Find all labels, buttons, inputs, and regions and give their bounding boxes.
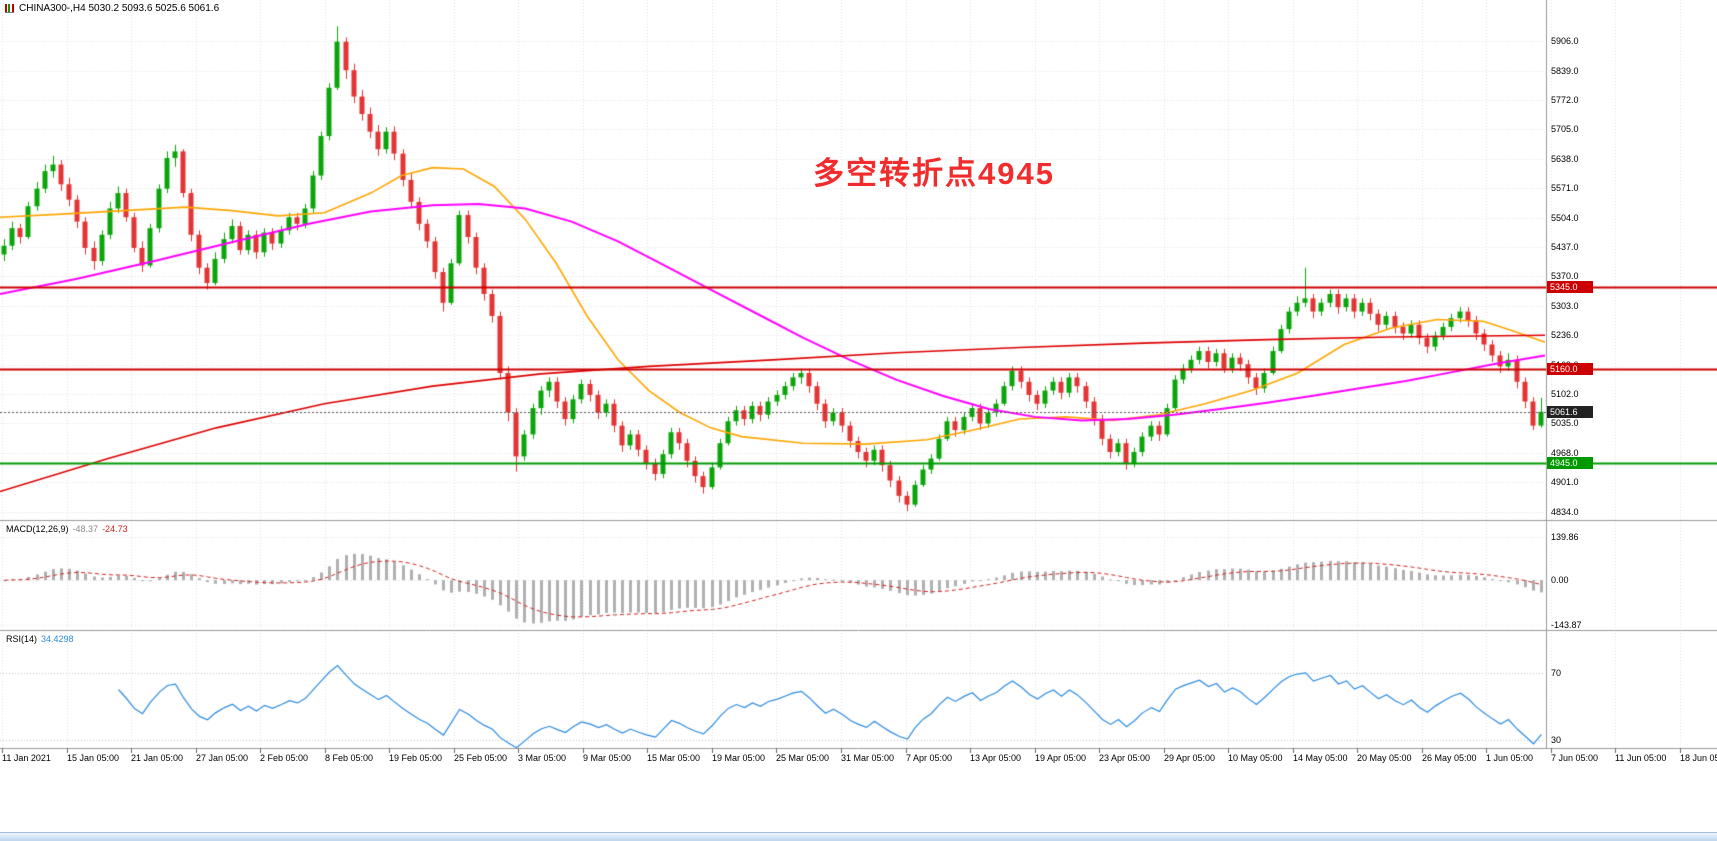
time-label: 19 Apr 05:00 [1035, 753, 1087, 763]
time-label: 7 Jun 05:00 [1551, 753, 1599, 763]
rsi-value: 34.4298 [41, 634, 74, 644]
price-tick-label: 5772.0 [1551, 95, 1579, 105]
price-tick-label: 5437.0 [1551, 242, 1579, 252]
macd-tick-label: 0.00 [1551, 575, 1569, 585]
hline-price-badge: 5160.0 [1547, 363, 1593, 375]
time-label: 19 Feb 05:00 [389, 753, 443, 763]
trend-annotation: 多空转折点4945 [813, 156, 1055, 191]
time-label: 9 Mar 05:00 [583, 753, 632, 763]
time-label: 11 Jan 2021 [2, 753, 51, 763]
macd-signal-value: -24.73 [102, 524, 128, 534]
price-tick-label: 4968.0 [1551, 448, 1579, 458]
time-label: 3 Mar 05:00 [518, 753, 567, 763]
time-label: 25 Feb 05:00 [454, 753, 508, 763]
price-tick-label: 5303.0 [1551, 301, 1579, 311]
candlestick-chart-icon [5, 4, 14, 13]
time-label: 26 May 05:00 [1422, 753, 1477, 763]
macd-indicator-label: MACD(12,26,9) -48.37 -24.73 [6, 524, 128, 534]
price-tick-label: 5571.0 [1551, 183, 1579, 193]
time-label: 2 Feb 05:00 [260, 753, 309, 763]
price-tick-label: 4901.0 [1551, 477, 1579, 487]
time-label: 14 May 05:00 [1293, 753, 1348, 763]
time-label: 18 Jun 05:00 [1680, 753, 1717, 763]
price-tick-label: 4834.0 [1551, 507, 1579, 517]
rsi-indicator-label: RSI(14) 34.4298 [6, 634, 74, 644]
price-tick-label: 5035.0 [1551, 418, 1579, 428]
time-label: 15 Jan 05:00 [67, 753, 120, 763]
rsi-level-label: 70 [1551, 668, 1562, 678]
price-tick-label: 5839.0 [1551, 66, 1579, 76]
hline-price-badge: 4945.0 [1547, 457, 1593, 469]
current-price-badge: 5061.6 [1547, 406, 1593, 418]
macd-tick-label: -143.87 [1551, 620, 1582, 630]
price-tick-label: 5638.0 [1551, 154, 1579, 164]
symbol-ohlc-title: CHINA300-,H4 5030.2 5093.6 5025.6 5061.6 [19, 3, 220, 14]
rsi-label-text: RSI(14) [6, 634, 38, 644]
time-label: 29 Apr 05:00 [1164, 753, 1216, 763]
hline-price-badge: 5345.0 [1547, 281, 1593, 293]
time-label: 21 Jan 05:00 [131, 753, 184, 763]
time-label: 15 Mar 05:00 [647, 753, 701, 763]
price-tick-label: 5906.0 [1551, 36, 1579, 46]
price-tick-label: 5705.0 [1551, 124, 1579, 134]
time-label: 31 Mar 05:00 [841, 753, 895, 763]
time-label: 1 Jun 05:00 [1486, 753, 1534, 763]
time-label: 7 Apr 05:00 [906, 753, 953, 763]
time-label: 19 Mar 05:00 [712, 753, 766, 763]
price-tick-label: 5102.0 [1551, 389, 1579, 399]
time-label: 20 May 05:00 [1357, 753, 1412, 763]
macd-main-value: -48.37 [72, 524, 99, 534]
time-label: 27 Jan 05:00 [196, 753, 249, 763]
price-tick-label: 5370.0 [1551, 271, 1579, 281]
rsi-level-label: 30 [1551, 735, 1562, 745]
time-label: 25 Mar 05:00 [776, 753, 830, 763]
macd-tick-label: 139.86 [1551, 532, 1579, 542]
price-tick-label: 5236.0 [1551, 330, 1579, 340]
time-label: 8 Feb 05:00 [325, 753, 374, 763]
price-axis[interactable]: 5906.0 5839.0 5772.0 5705.0 5638.0 5571.0 5504… [1546, 0, 1717, 768]
chart-title-bar: CHINA300-,H4 5030.2 5093.6 5025.6 5061.6 [5, 3, 219, 14]
horizontal-scrollbar[interactable] [0, 832, 1717, 841]
macd-label-text: MACD(12,26,9) [6, 524, 69, 534]
time-axis[interactable]: 11 Jan 2021 15 Jan 05:00 21 Jan 05:00 27 Ja… [0, 748, 1717, 768]
time-label: 11 Jun 05:00 [1615, 753, 1667, 763]
price-tick-label: 5504.0 [1551, 213, 1579, 223]
time-label: 13 Apr 05:00 [970, 753, 1022, 763]
time-label: 10 May 05:00 [1228, 753, 1283, 763]
time-label: 23 Apr 05:00 [1099, 753, 1151, 763]
